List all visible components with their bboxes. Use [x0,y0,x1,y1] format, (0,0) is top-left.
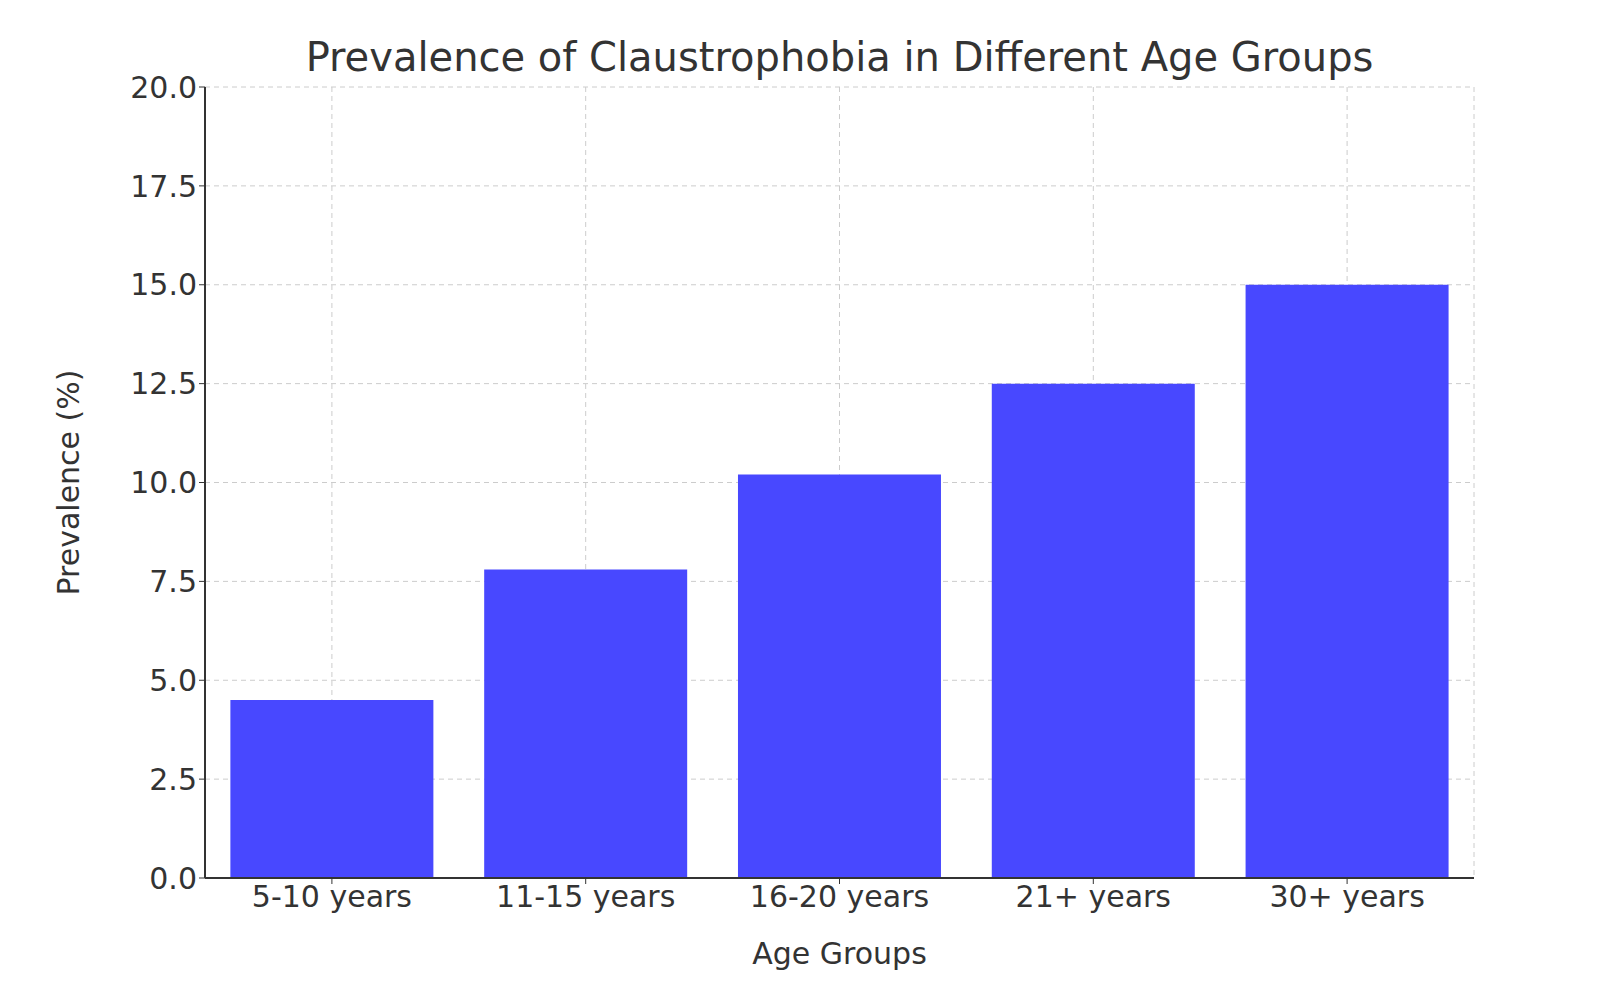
svg-text:20.0: 20.0 [130,70,197,105]
svg-text:Age Groups: Age Groups [752,936,927,971]
svg-text:0.0: 0.0 [149,861,197,896]
svg-text:Prevalence (%): Prevalence (%) [51,369,86,595]
svg-text:7.5: 7.5 [149,564,197,599]
svg-text:21+ years: 21+ years [1016,879,1171,914]
svg-text:12.5: 12.5 [130,366,197,401]
svg-text:10.0: 10.0 [130,465,197,500]
svg-text:15.0: 15.0 [130,267,197,302]
svg-text:5-10 years: 5-10 years [252,879,412,914]
svg-text:5.0: 5.0 [149,663,197,698]
svg-text:2.5: 2.5 [149,762,197,797]
svg-text:11-15 years: 11-15 years [496,879,675,914]
html-text:Prevalence of Claustrophobia i: Prevalence of Claustrophobia in Differen… [305,34,1374,80]
svg-text:30+ years: 30+ years [1269,879,1424,914]
svg-text:16-20 years: 16-20 years [750,879,929,914]
svg-text:17.5: 17.5 [130,169,197,204]
